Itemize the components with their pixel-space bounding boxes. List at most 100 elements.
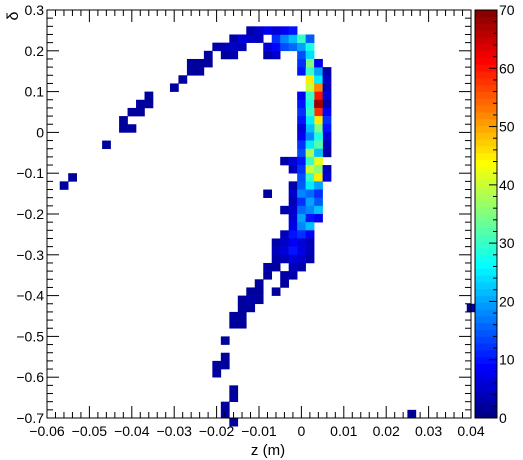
heatmap-cell: [297, 254, 306, 264]
y-axis-label: δ: [5, 11, 22, 20]
colorbar-segment: [475, 112, 497, 120]
y-tick-label: 0: [36, 124, 44, 140]
heatmap-cell: [297, 262, 306, 272]
heatmap-cell: [271, 34, 281, 43]
heatmap-cell: [322, 173, 332, 182]
x-tick-label: −0.05: [72, 423, 108, 439]
heatmap-cell: [59, 181, 69, 190]
heatmap-cell: [229, 50, 239, 60]
colorbar-segment: [475, 132, 497, 140]
colorbar-tick-label: 0: [499, 410, 507, 426]
heatmap-cell: [314, 107, 323, 117]
heatmap-cell: [314, 124, 323, 133]
colorbar-segment: [475, 316, 497, 324]
heatmap-cell: [68, 173, 77, 182]
heatmap-cell: [288, 189, 298, 198]
heatmap-cell: [305, 238, 315, 247]
x-tick-label: −0.03: [156, 423, 192, 439]
heatmap-cell: [322, 91, 332, 101]
heatmap-cell: [271, 42, 281, 52]
heatmap-cell: [314, 156, 323, 166]
colorbar-segment: [475, 159, 497, 167]
colorbar-segment: [475, 78, 497, 86]
heatmap-cell: [322, 83, 332, 92]
colorbar-segment: [475, 322, 497, 330]
colorbar-segment: [475, 370, 497, 378]
colorbar-segment: [475, 275, 497, 283]
colorbar-tick-label: 50: [499, 119, 515, 135]
heatmap-cell: [271, 26, 281, 35]
heatmap-cell: [203, 58, 213, 68]
heatmap-cell: [314, 140, 323, 150]
heatmap-cell: [288, 165, 298, 174]
y-tick-label: −0.2: [16, 206, 44, 222]
colorbar-segment: [475, 84, 497, 92]
heatmap-cell: [271, 287, 281, 296]
x-axis: −0.06 −0.05 −0.04 −0.03 −0.02 −0.01 0 0.01 0.02 0…: [29, 10, 485, 439]
heatmap-cell: [288, 205, 298, 215]
heatmap-cell: [297, 189, 306, 198]
heatmap-cell: [102, 140, 111, 150]
heatmap-cell: [305, 246, 315, 256]
heatmap-cell: [220, 50, 230, 60]
heatmap-cell: [314, 67, 323, 76]
heatmap-cell: [195, 58, 205, 68]
colorbar-tick-label: 10: [499, 352, 515, 368]
colorbar-segment: [475, 37, 497, 45]
y-tick-label: −0.3: [16, 247, 44, 263]
heatmap-cell: [305, 148, 315, 158]
colorbar-segment: [475, 241, 497, 249]
colorbar-frame: [474, 9, 498, 419]
heatmap-cell: [305, 205, 315, 215]
heatmap-cell: [254, 295, 264, 305]
heatmap-cells: [59, 26, 476, 427]
colorbar-segment: [475, 390, 497, 398]
heatmap-cell: [263, 42, 273, 52]
heatmap-cell: [297, 34, 306, 43]
colorbar-segment: [475, 64, 497, 72]
heatmap-cell: [314, 83, 323, 92]
heatmap-cell: [314, 75, 323, 84]
heatmap-cell: [229, 385, 239, 394]
colorbar-segment: [475, 125, 497, 133]
colorbar-tick-label: 60: [499, 60, 515, 76]
heatmap-cell: [288, 34, 298, 43]
heatmap-cell: [288, 197, 298, 207]
heatmap-cell: [305, 181, 315, 190]
heatmap-cell: [297, 238, 306, 247]
x-tick-label: 0.02: [373, 423, 400, 439]
heatmap-cell: [254, 279, 264, 288]
heatmap-cell: [237, 311, 247, 321]
y-tick-label: −0.1: [16, 165, 44, 181]
heatmap-cell: [288, 254, 298, 264]
colorbar-segment: [475, 268, 497, 276]
heatmap-cell: [195, 67, 205, 76]
heatmap-cell: [254, 287, 264, 296]
heatmap-cell: [305, 34, 315, 43]
colorbar-segment: [475, 152, 497, 160]
x-tick-label: −0.01: [241, 423, 277, 439]
heatmap-cell: [314, 173, 323, 182]
heatmap-cell: [297, 132, 306, 141]
heatmap-cell: [288, 214, 298, 223]
heatmap-cell: [297, 58, 306, 68]
y-tick-label: −0.5: [16, 328, 44, 344]
heatmap-cell: [305, 140, 315, 150]
colorbar-segment: [475, 227, 497, 235]
heatmap-cell: [314, 132, 323, 141]
colorbar-segment: [475, 71, 497, 79]
colorbar-segment: [475, 397, 497, 405]
heatmap-cell: [297, 156, 306, 166]
heatmap-cell: [322, 67, 332, 76]
colorbar-segment: [475, 91, 497, 99]
heatmap-cell: [314, 189, 323, 198]
colorbar-segment: [475, 207, 497, 215]
heatmap-cell: [229, 320, 239, 329]
heatmap-cell: [127, 107, 137, 117]
heatmap-cell: [203, 50, 213, 60]
heatmap-cell: [288, 271, 298, 280]
y-tick-label: −0.7: [16, 410, 44, 426]
colorbar-segment: [475, 57, 497, 65]
colorbar-segment: [475, 302, 497, 310]
y-axis: −0.7 −0.6 −0.5 −0.4 −0.3 −0.2 −0.1 0 0.1 0.2 0.3: [16, 2, 471, 426]
